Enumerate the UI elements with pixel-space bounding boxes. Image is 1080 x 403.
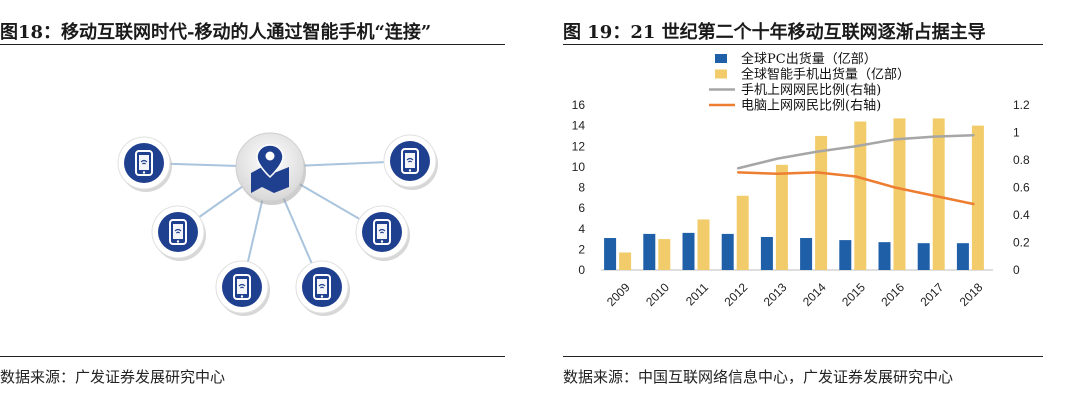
phone-node bbox=[295, 260, 350, 316]
chart-bars bbox=[604, 118, 984, 270]
x-tick-label: 2012 bbox=[722, 280, 751, 309]
smartphone-shipment-bar bbox=[736, 195, 749, 270]
right-figure-title: 图 19：21 世纪第二个十年移动互联网逐渐占据主导 bbox=[563, 22, 986, 43]
left-figure-title: 图18：移动互联网时代-移动的人通过智能手机“连接” bbox=[0, 22, 432, 43]
network-nodes bbox=[117, 134, 438, 316]
smartphone-wifi-icon bbox=[233, 274, 251, 300]
chart-axes: 0 2 4 6 8 10 12 14 16 0 0.2 0.4 0.6 0.8 1 1.2 2009 2010 20… bbox=[572, 98, 1030, 309]
smartphone-shipment-bar bbox=[775, 164, 788, 270]
legend-label: 手机上网网民比例(右轴) bbox=[741, 83, 881, 98]
pc-shipment-bar bbox=[682, 232, 695, 270]
smartphone-shipment-bar bbox=[971, 125, 984, 270]
pc-shipment-bar bbox=[721, 233, 734, 270]
smartphone-wifi-icon bbox=[373, 219, 391, 245]
smartphone-shipment-bar bbox=[658, 239, 671, 270]
legend-swatch bbox=[715, 54, 727, 63]
smartphone-shipment-bar bbox=[815, 135, 828, 270]
y-left-tick-label: 4 bbox=[578, 222, 585, 236]
pc-shipment-bar bbox=[760, 237, 773, 270]
chart-legend: 全球PC出货量（亿部）全球智能手机出货量（亿部）手机上网网民比例(右轴)电脑上网… bbox=[709, 51, 910, 114]
y-left-tick-label: 6 bbox=[578, 201, 585, 215]
smartphone-wifi-icon bbox=[169, 219, 187, 245]
pc-shipment-bar bbox=[839, 240, 852, 270]
y-left-tick-label: 0 bbox=[578, 263, 585, 277]
pc-shipment-bar bbox=[956, 243, 969, 270]
pc-shipment-bar bbox=[643, 233, 656, 270]
smartphone-shipment-bar bbox=[619, 252, 632, 270]
right-source-rule bbox=[563, 356, 1043, 357]
y-left-tick-label: 12 bbox=[572, 139, 586, 153]
smartphone-wifi-icon bbox=[135, 150, 153, 176]
pc-shipment-bar bbox=[878, 242, 891, 270]
y-left-tick-label: 16 bbox=[572, 98, 586, 112]
right-title-rule bbox=[563, 44, 1043, 45]
right-source-text: 数据来源：中国互联网络信息中心，广发证券发展研究中心 bbox=[563, 368, 954, 386]
legend-label: 全球PC出货量（亿部） bbox=[741, 51, 877, 67]
x-tick-label: 2016 bbox=[878, 280, 907, 309]
left-title-rule bbox=[0, 44, 505, 45]
x-tick-label: 2009 bbox=[604, 280, 633, 309]
left-source-text: 数据来源：广发证券发展研究中心 bbox=[0, 368, 226, 386]
y-right-tick-label: 0.6 bbox=[1013, 181, 1030, 195]
right-figure-panel: 图 19：21 世纪第二个十年移动互联网逐渐占据主导 全球PC出货量（亿部） 全球… bbox=[563, 0, 1080, 403]
pc-internet-ratio-line bbox=[736, 171, 975, 206]
smartphone-shipment-bar bbox=[893, 118, 906, 270]
y-right-tick-label: 0.8 bbox=[1013, 153, 1030, 167]
mobile-internet-ratio-line bbox=[736, 134, 975, 170]
y-left-tick-label: 8 bbox=[578, 181, 585, 195]
y-left-tick-label: 10 bbox=[572, 160, 586, 174]
combo-chart: 全球PC出货量（亿部）全球智能手机出货量（亿部）手机上网网民比例(右轴)电脑上网… bbox=[572, 51, 1030, 309]
chart-lines bbox=[736, 134, 975, 206]
phone-node bbox=[215, 260, 270, 316]
x-tick-label: 2018 bbox=[957, 280, 986, 309]
legend-swatch bbox=[715, 69, 727, 79]
pc-shipment-bar bbox=[800, 238, 813, 270]
pc-shipment-bar bbox=[917, 243, 930, 270]
y-right-tick-label: 1 bbox=[1013, 126, 1020, 140]
smartphone-wifi-icon bbox=[313, 274, 331, 300]
y-right-tick-label: 0 bbox=[1013, 263, 1020, 277]
network-illustration bbox=[117, 132, 438, 316]
y-right-tick-label: 0.2 bbox=[1013, 236, 1030, 250]
legend-label: 全球智能手机出货量（亿部） bbox=[741, 67, 910, 83]
smartphone-wifi-icon bbox=[401, 148, 419, 174]
phone-node bbox=[383, 134, 438, 190]
y-left-tick-label: 2 bbox=[578, 242, 585, 256]
x-tick-label: 2010 bbox=[643, 280, 672, 309]
smartphone-shipment-bar bbox=[697, 219, 710, 270]
phone-node bbox=[117, 136, 172, 192]
map-pin-hub bbox=[235, 132, 306, 205]
x-tick-label: 2014 bbox=[800, 280, 829, 309]
map-pin-icon bbox=[251, 144, 289, 193]
left-figure-panel: 图18：移动互联网时代-移动的人通过智能手机“连接” 数据来源：广发证券发展研究… bbox=[0, 0, 520, 403]
phone-node bbox=[355, 205, 410, 261]
x-tick-label: 2013 bbox=[761, 280, 790, 309]
y-right-tick-label: 1.2 bbox=[1013, 98, 1030, 112]
y-left-tick-label: 14 bbox=[572, 119, 586, 133]
smartphone-shipment-bar bbox=[932, 118, 945, 270]
x-tick-label: 2017 bbox=[918, 280, 947, 309]
x-tick-label: 2011 bbox=[683, 280, 711, 308]
y-right-tick-label: 0.4 bbox=[1013, 208, 1030, 222]
left-source-rule bbox=[0, 356, 505, 357]
pc-shipment-bar bbox=[604, 238, 617, 270]
smartphone-shipment-bar bbox=[854, 121, 867, 270]
phone-node bbox=[151, 205, 206, 261]
legend-label: 电脑上网网民比例(右轴) bbox=[741, 99, 881, 114]
x-tick-label: 2015 bbox=[839, 280, 868, 309]
